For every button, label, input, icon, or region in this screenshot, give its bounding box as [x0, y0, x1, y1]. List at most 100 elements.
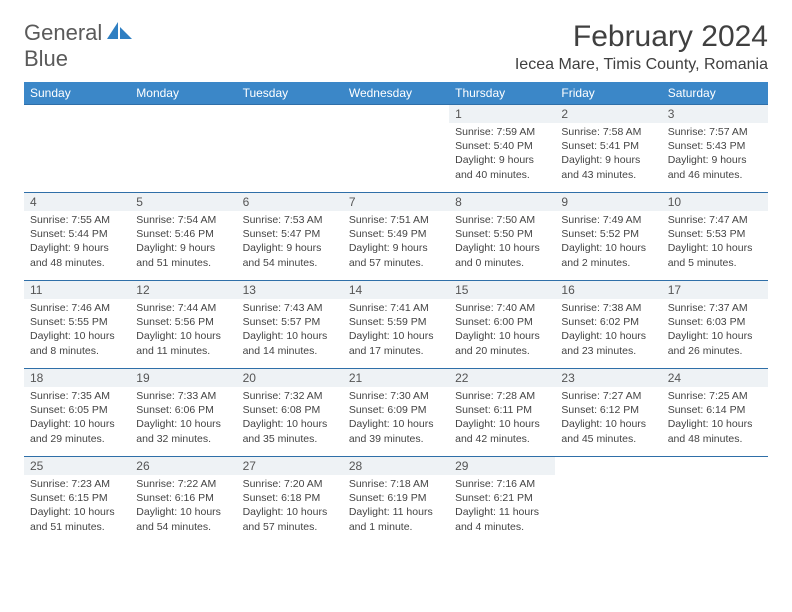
calendar-cell: 8Sunrise: 7:50 AMSunset: 5:50 PMDaylight… — [449, 193, 555, 281]
day-number: 8 — [449, 193, 555, 211]
calendar-head: SundayMondayTuesdayWednesdayThursdayFrid… — [24, 82, 768, 105]
calendar-cell — [130, 105, 236, 193]
calendar-cell: 17Sunrise: 7:37 AMSunset: 6:03 PMDayligh… — [662, 281, 768, 369]
calendar-row: 11Sunrise: 7:46 AMSunset: 5:55 PMDayligh… — [24, 281, 768, 369]
day-number: 7 — [343, 193, 449, 211]
calendar-cell: 11Sunrise: 7:46 AMSunset: 5:55 PMDayligh… — [24, 281, 130, 369]
day-number: 12 — [130, 281, 236, 299]
daylight-line: Daylight: 10 hours and 8 minutes. — [30, 330, 115, 356]
daylight-line: Daylight: 10 hours and 45 minutes. — [561, 418, 646, 444]
day-number — [343, 105, 449, 123]
day-number — [555, 457, 661, 475]
daylight-line: Daylight: 9 hours and 46 minutes. — [668, 154, 747, 180]
day-number: 29 — [449, 457, 555, 475]
weekday-header: Thursday — [449, 82, 555, 105]
calendar-cell: 18Sunrise: 7:35 AMSunset: 6:05 PMDayligh… — [24, 369, 130, 457]
day-number: 17 — [662, 281, 768, 299]
calendar-cell: 10Sunrise: 7:47 AMSunset: 5:53 PMDayligh… — [662, 193, 768, 281]
daylight-line: Daylight: 10 hours and 42 minutes. — [455, 418, 540, 444]
calendar-row: 4Sunrise: 7:55 AMSunset: 5:44 PMDaylight… — [24, 193, 768, 281]
sunset-line: Sunset: 5:53 PM — [668, 228, 746, 240]
day-details: Sunrise: 7:16 AMSunset: 6:21 PMDaylight:… — [449, 475, 555, 538]
day-details: Sunrise: 7:22 AM Sunset: 6:16 PM Daylight:… — [130, 475, 236, 538]
sunrise-line: Sunrise: 7:22 AM — [136, 478, 216, 490]
calendar-cell: 22Sunrise: 7:28 AMSunset: 6:11 PMDayligh… — [449, 369, 555, 457]
day-details: Sunrise: 7:50 AMSunset: 5:50 PMDaylight:… — [449, 211, 555, 274]
daylight-line: Daylight: 11 hours and 4 minutes. — [455, 506, 539, 532]
day-details: Sunrise: 7:38 AMSunset: 6:02 PMDaylight:… — [555, 299, 661, 362]
calendar-table: SundayMondayTuesdayWednesdayThursdayFrid… — [24, 82, 768, 545]
daylight-line: Daylight: 9 hours and 54 minutes. — [243, 242, 322, 268]
day-details: Sunrise: 7:59 AMSunset: 5:40 PMDaylight:… — [449, 123, 555, 186]
sail-icon — [107, 22, 133, 40]
day-number: 28 — [343, 457, 449, 475]
logo-text-b: Blue — [24, 46, 68, 71]
weekday-row: SundayMondayTuesdayWednesdayThursdayFrid… — [24, 82, 768, 105]
daylight-line: Daylight: 10 hours and 14 minutes. — [243, 330, 328, 356]
calendar-cell: 23Sunrise: 7:27 AMSunset: 6:12 PMDayligh… — [555, 369, 661, 457]
sunset-line: Sunset: 6:05 PM — [30, 404, 108, 416]
weekday-header: Wednesday — [343, 82, 449, 105]
calendar-row: 18Sunrise: 7:35 AMSunset: 6:05 PMDayligh… — [24, 369, 768, 457]
daylight-line: Daylight: 10 hours and 23 minutes. — [561, 330, 646, 356]
sunset-line: Sunset: 6:19 PM — [349, 492, 427, 504]
sunset-line: Sunset: 6:16 PM — [136, 492, 214, 504]
sunrise-line: Sunrise: 7:35 AM — [30, 390, 110, 402]
logo: General Blue — [24, 20, 133, 72]
daylight-line: Daylight: 10 hours and 2 minutes. — [561, 242, 646, 268]
calendar-cell: 26Sunrise: 7:22 AMSunset: 6:16 PMDayligh… — [130, 457, 236, 545]
page-title: February 2024 — [515, 20, 768, 54]
calendar-row: 25Sunrise: 7:23 AMSunset: 6:15 PMDayligh… — [24, 457, 768, 545]
day-details: Sunrise: 7:49 AMSunset: 5:52 PMDaylight:… — [555, 211, 661, 274]
calendar-cell: 21Sunrise: 7:30 AMSunset: 6:09 PMDayligh… — [343, 369, 449, 457]
calendar-body: 1Sunrise: 7:59 AMSunset: 5:40 PMDaylight… — [24, 105, 768, 545]
location: Iecea Mare, Timis County, Romania — [515, 56, 768, 74]
calendar-cell: 20Sunrise: 7:32 AMSunset: 6:08 PMDayligh… — [237, 369, 343, 457]
sunset-line: Sunset: 5:56 PM — [136, 316, 214, 328]
sunrise-line: Sunrise: 7:40 AM — [455, 302, 535, 314]
sunset-line: Sunset: 5:41 PM — [561, 140, 639, 152]
sunrise-line: Sunrise: 7:55 AM — [30, 214, 110, 226]
sunrise-line: Sunrise: 7:57 AM — [668, 126, 748, 138]
daylight-line: Daylight: 9 hours and 48 minutes. — [30, 242, 109, 268]
sunset-line: Sunset: 5:47 PM — [243, 228, 321, 240]
calendar-cell: 19Sunrise: 7:33 AMSunset: 6:06 PMDayligh… — [130, 369, 236, 457]
calendar-cell: 1Sunrise: 7:59 AMSunset: 5:40 PMDaylight… — [449, 105, 555, 193]
day-details: Sunrise: 7:54 AMSunset: 5:46 PMDaylight:… — [130, 211, 236, 274]
sunset-line: Sunset: 6:15 PM — [30, 492, 108, 504]
sunrise-line: Sunrise: 7:33 AM — [136, 390, 216, 402]
day-number — [237, 105, 343, 123]
daylight-line: Daylight: 9 hours and 57 minutes. — [349, 242, 428, 268]
day-details: Sunrise: 7:27 AMSunset: 6:12 PMDaylight:… — [555, 387, 661, 450]
day-number: 20 — [237, 369, 343, 387]
calendar-cell: 25Sunrise: 7:23 AMSunset: 6:15 PMDayligh… — [24, 457, 130, 545]
sunset-line: Sunset: 5:46 PM — [136, 228, 214, 240]
sunset-line: Sunset: 6:21 PM — [455, 492, 533, 504]
sunset-line: Sunset: 6:08 PM — [243, 404, 321, 416]
day-details: Sunrise: 7:28 AMSunset: 6:11 PMDaylight:… — [449, 387, 555, 450]
day-number: 19 — [130, 369, 236, 387]
day-details: Sunrise: 7:30 AMSunset: 6:09 PMDaylight:… — [343, 387, 449, 450]
daylight-line: Daylight: 9 hours and 51 minutes. — [136, 242, 215, 268]
daylight-line: Daylight: 10 hours and 54 minutes. — [136, 506, 221, 532]
day-number: 11 — [24, 281, 130, 299]
daylight-line: Daylight: 10 hours and 48 minutes. — [668, 418, 753, 444]
sunset-line: Sunset: 5:44 PM — [30, 228, 108, 240]
day-details: Sunrise: 7:35 AMSunset: 6:05 PMDaylight:… — [24, 387, 130, 450]
day-number: 27 — [237, 457, 343, 475]
sunrise-line: Sunrise: 7:27 AM — [561, 390, 641, 402]
day-number: 22 — [449, 369, 555, 387]
daylight-line: Daylight: 10 hours and 20 minutes. — [455, 330, 540, 356]
day-details: Sunrise: 7:57 AMSunset: 5:43 PMDaylight:… — [662, 123, 768, 186]
sunset-line: Sunset: 6:18 PM — [243, 492, 321, 504]
weekday-header: Sunday — [24, 82, 130, 105]
sunset-line: Sunset: 6:02 PM — [561, 316, 639, 328]
sunrise-line: Sunrise: 7:49 AM — [561, 214, 641, 226]
day-details: Sunrise: 7:37 AMSunset: 6:03 PMDaylight:… — [662, 299, 768, 362]
logo-text-a: General — [24, 20, 102, 45]
day-details: Sunrise: 7:47 AMSunset: 5:53 PMDaylight:… — [662, 211, 768, 274]
daylight-line: Daylight: 10 hours and 11 minutes. — [136, 330, 221, 356]
daylight-line: Daylight: 9 hours and 40 minutes. — [455, 154, 534, 180]
day-number: 23 — [555, 369, 661, 387]
day-details: Sunrise: 7:55 AM Sunset: 5:44 PM Daylight:… — [24, 211, 130, 274]
